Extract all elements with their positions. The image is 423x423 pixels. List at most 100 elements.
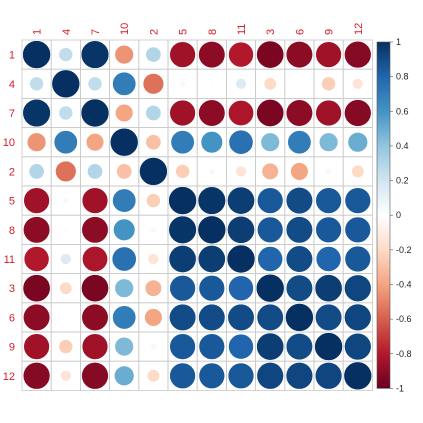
- corr-circle-8-5: [168, 215, 197, 244]
- corr-circle-11-8: [197, 245, 226, 273]
- corr-circle-5-12: [344, 187, 372, 214]
- colorbar-tick-label: -0.2: [396, 245, 412, 255]
- corr-circle-7-4: [58, 105, 74, 121]
- colorbar-tick-label: 0.6: [396, 106, 409, 116]
- corr-circle-8-4: [63, 227, 69, 233]
- corr-circle-12-6: [285, 362, 314, 390]
- corr-circle-4-7: [87, 76, 103, 92]
- corr-circle-2-3: [261, 162, 279, 180]
- corr-circle-6-2: [144, 308, 163, 327]
- col-label-2: 2: [148, 29, 160, 35]
- corr-circle-11-10: [111, 246, 137, 272]
- corr-circle-9-4: [58, 339, 74, 354]
- corr-circle-5-11: [227, 186, 255, 215]
- corr-circle-3-4: [59, 281, 73, 295]
- corr-circle-10-5: [170, 130, 195, 155]
- corr-circle-8-11: [227, 215, 255, 244]
- corr-circle-9-5: [169, 333, 196, 360]
- grid: [21, 39, 373, 391]
- corr-circle-7-11: [228, 100, 254, 126]
- corr-circle-4-12: [352, 78, 364, 90]
- corr-circle-7-8: [198, 99, 226, 127]
- corr-circle-11-1: [23, 246, 50, 272]
- corr-circle-12-3: [256, 362, 284, 390]
- row-label-1: 1: [9, 50, 15, 62]
- corr-circle-5-5: [168, 186, 197, 215]
- colorbar-tick-label: 0.4: [396, 141, 409, 151]
- correlation-circles: [22, 40, 373, 391]
- corr-circle-9-9: [314, 332, 343, 361]
- row-label-5: 5: [9, 196, 15, 208]
- corr-circle-11-9: [315, 246, 342, 272]
- colorbar-tick-label: 0: [396, 210, 401, 220]
- corr-circle-1-6: [285, 41, 313, 69]
- corr-circle-3-7: [81, 274, 109, 303]
- corr-circle-1-8: [198, 41, 226, 69]
- corr-circle-8-3: [256, 216, 284, 244]
- corr-circle-2-8: [208, 167, 216, 175]
- row-label-6: 6: [9, 312, 15, 324]
- corr-circle-10-8: [200, 131, 223, 154]
- corr-circle-12-5: [169, 362, 196, 390]
- corr-circle-11-7: [82, 246, 108, 272]
- row-label-2: 2: [9, 166, 15, 178]
- col-label-3: 3: [265, 29, 277, 35]
- corr-circle-7-2: [145, 105, 162, 121]
- corr-circle-5-10: [112, 188, 137, 213]
- corr-circle-3-6: [285, 274, 313, 302]
- corr-circle-3-8: [198, 274, 226, 302]
- corr-circle-4-1: [29, 76, 44, 92]
- corr-circle-10-4: [53, 130, 78, 155]
- corr-circle-4-9: [321, 76, 336, 92]
- corr-circle-6-8: [198, 303, 226, 331]
- corr-circle-4-8: [209, 81, 215, 87]
- corr-circle-2-6: [290, 162, 309, 181]
- corr-circle-5-2: [146, 193, 161, 208]
- corr-circle-3-11: [228, 275, 254, 302]
- corr-circle-12-9: [314, 362, 343, 390]
- corr-circle-8-10: [113, 218, 136, 241]
- corr-circle-5-6: [285, 187, 313, 215]
- corr-circle-6-5: [169, 303, 197, 331]
- corr-circle-2-7: [87, 163, 103, 180]
- corr-circle-11-3: [257, 246, 284, 272]
- corr-circle-6-7: [81, 303, 109, 331]
- col-label-6: 6: [294, 29, 306, 35]
- corr-circle-7-7: [80, 98, 110, 128]
- corr-circle-5-9: [315, 187, 342, 214]
- corr-circle-10-6: [287, 130, 312, 155]
- corr-circle-3-1: [22, 274, 51, 303]
- corr-circle-5-7: [81, 187, 109, 214]
- corr-circle-11-6: [285, 245, 313, 273]
- corr-circle-6-10: [112, 305, 137, 330]
- corr-circle-8-9: [315, 216, 342, 244]
- grid-cell: [342, 360, 373, 391]
- colorbar-tick-label: 0.8: [396, 72, 409, 82]
- row-label-8: 8: [9, 225, 15, 237]
- corr-circle-4-2: [142, 73, 165, 95]
- corr-circle-12-7: [81, 362, 109, 390]
- colorbar: [376, 41, 391, 389]
- corr-circle-3-5: [169, 274, 196, 302]
- corr-circle-7-6: [285, 99, 313, 127]
- corr-circle-10-11: [228, 129, 254, 155]
- row-label-12: 12: [3, 371, 15, 383]
- corr-circle-12-10: [114, 365, 135, 386]
- corr-circle-7-10: [115, 103, 134, 123]
- corr-circle-7-9: [315, 99, 342, 127]
- corr-circle-8-1: [23, 216, 51, 244]
- row-label-11: 11: [4, 254, 15, 266]
- corr-circle-9-11: [228, 333, 254, 360]
- row-label-3: 3: [9, 283, 15, 295]
- corr-circle-12-12: [343, 361, 373, 391]
- corr-circle-2-2: [139, 157, 168, 186]
- corr-circle-11-11: [226, 244, 256, 274]
- col-label-12: 12: [353, 23, 365, 35]
- colorbar-tick-label: -0.6: [396, 314, 412, 324]
- colorbar-tick-label: -0.4: [396, 279, 412, 289]
- corr-circle-10-9: [318, 132, 339, 152]
- corr-circle-2-4: [55, 160, 77, 183]
- corr-circle-12-2: [146, 369, 160, 383]
- corr-circle-1-10: [114, 44, 134, 65]
- col-label-1: 1: [32, 29, 44, 35]
